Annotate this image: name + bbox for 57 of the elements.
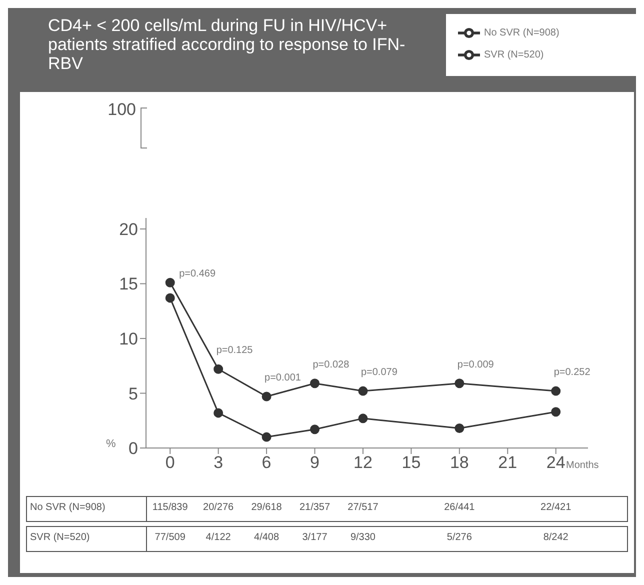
- annotation: p=0.125: [216, 345, 254, 356]
- annotation: p=0.079: [360, 367, 398, 378]
- x-axis-title: Months: [566, 460, 599, 471]
- text: 29/618: [250, 502, 283, 513]
- x-tick-label: 3: [214, 453, 224, 472]
- x-tick-label: 0: [165, 453, 175, 472]
- chart-title: CD4+ < 200 cells/mL during FU in HIV/HCV+ patients stratified according to response to IFN-RBV: [47, 15, 406, 73]
- point: [214, 364, 224, 374]
- legend-label: SVR (N=520): [484, 50, 544, 61]
- point: [310, 424, 320, 434]
- text: 9/330: [349, 532, 376, 543]
- annotation: p=0.469: [179, 268, 216, 280]
- point: [262, 392, 272, 402]
- text: 4/408: [253, 532, 280, 543]
- text: 77/509: [154, 532, 186, 543]
- point: [310, 378, 320, 388]
- annotation: p=0.009: [457, 359, 494, 370]
- y-axis-title: %: [106, 438, 116, 450]
- x-tick-label: 6: [262, 453, 272, 472]
- text: 115/839: [151, 502, 189, 513]
- point: [165, 278, 175, 288]
- point: [358, 414, 368, 424]
- y-tick-label: 15: [119, 274, 138, 294]
- point: [262, 432, 272, 442]
- text: 20/276: [202, 502, 235, 513]
- y-tick-label: 10: [119, 330, 138, 349]
- x-tick-label: 9: [310, 453, 320, 472]
- text: 5/276: [446, 532, 473, 543]
- x-tick-label: 12: [354, 453, 372, 472]
- text: 3/177: [301, 532, 328, 543]
- x-tick-label: 18: [450, 453, 469, 472]
- y-tick-label: 0: [128, 439, 138, 458]
- annotation: p=0.001: [264, 372, 302, 384]
- point: [454, 378, 464, 388]
- x-tick-label: 15: [402, 453, 421, 472]
- annotation: p=0.252: [554, 367, 591, 378]
- text: No SVR (N=908): [30, 502, 106, 513]
- point: [214, 408, 224, 418]
- text: 4/122: [204, 532, 232, 543]
- text: 8/242: [542, 532, 570, 543]
- point: [551, 407, 561, 417]
- annotation: p=0.028: [312, 359, 350, 370]
- point: [454, 424, 464, 434]
- y-tick-label: 20: [119, 220, 138, 239]
- text: SVR (N=520): [30, 532, 90, 543]
- point: [358, 386, 368, 396]
- point: [165, 293, 175, 303]
- text: 22/421: [540, 502, 572, 513]
- y-tick-label: 5: [128, 384, 138, 404]
- point: [551, 386, 561, 396]
- text: 27/517: [346, 502, 380, 513]
- text: 100: [106, 100, 136, 120]
- x-tick-label: 21: [498, 453, 518, 472]
- x-tick-label: 24: [546, 453, 566, 472]
- legend-label: No SVR (N=908): [484, 28, 560, 39]
- text: 21/357: [298, 502, 332, 513]
- text: 26/441: [443, 502, 476, 513]
